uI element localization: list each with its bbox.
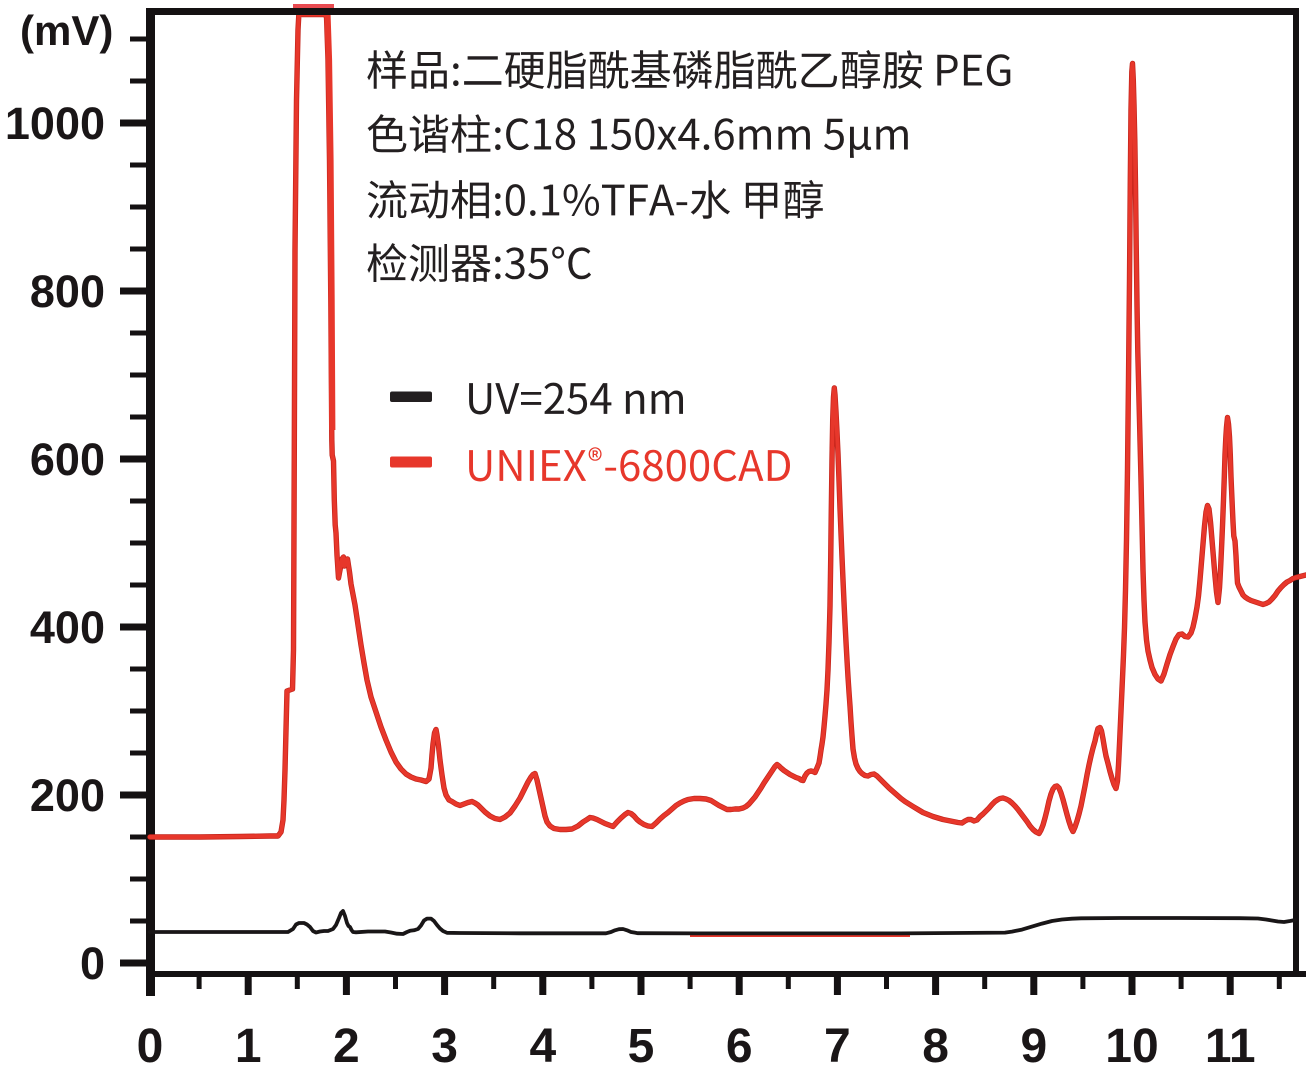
svg-text:3: 3	[431, 1020, 458, 1067]
svg-text:0: 0	[137, 1020, 164, 1067]
svg-text:1: 1	[235, 1020, 262, 1067]
svg-text:4: 4	[529, 1020, 556, 1067]
svg-text:9: 9	[1020, 1020, 1047, 1067]
svg-text:(mV): (mV)	[20, 7, 113, 54]
svg-text:800: 800	[30, 266, 105, 317]
svg-text:11: 11	[1205, 1020, 1256, 1067]
svg-text:1000: 1000	[5, 98, 105, 149]
svg-text:600: 600	[30, 434, 105, 485]
svg-text:8: 8	[922, 1020, 949, 1067]
svg-text:10: 10	[1105, 1020, 1158, 1067]
svg-text:200: 200	[30, 770, 105, 821]
svg-text:5: 5	[628, 1020, 655, 1067]
svg-text:6: 6	[726, 1020, 753, 1067]
svg-text:7: 7	[824, 1020, 851, 1067]
svg-text:400: 400	[30, 602, 105, 653]
svg-text:0: 0	[80, 938, 105, 989]
svg-text:2: 2	[333, 1020, 360, 1067]
